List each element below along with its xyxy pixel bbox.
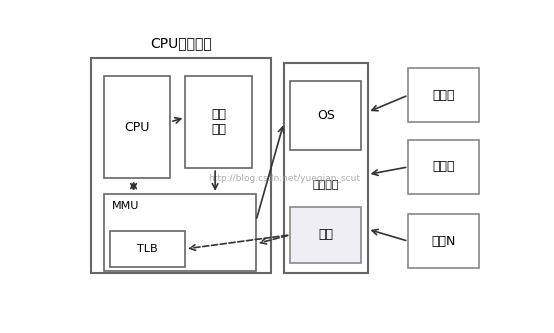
Text: 进程N: 进程N <box>432 235 456 248</box>
Text: 页表: 页表 <box>319 228 334 241</box>
Bar <box>110 231 185 267</box>
Text: http://blog.csdn.net/yuegian_scut: http://blog.csdn.net/yuegian_scut <box>208 174 360 183</box>
Bar <box>290 81 361 150</box>
Text: OS: OS <box>317 109 335 122</box>
Bar <box>104 194 256 271</box>
Text: 进程二: 进程二 <box>433 161 455 173</box>
Text: 中断
管理: 中断 管理 <box>211 108 226 136</box>
Bar <box>290 206 361 263</box>
Text: TLB: TLB <box>137 244 158 254</box>
Bar <box>408 68 479 122</box>
Text: CPU集成芯片: CPU集成芯片 <box>150 36 212 50</box>
Bar <box>408 140 479 194</box>
Text: 进程一: 进程一 <box>433 89 455 102</box>
Bar <box>91 58 271 273</box>
Bar <box>408 214 479 268</box>
Text: CPU: CPU <box>124 121 150 134</box>
Bar <box>104 76 170 178</box>
Bar <box>284 63 368 273</box>
Text: 物理内存: 物理内存 <box>312 180 339 190</box>
Bar <box>185 76 252 168</box>
Text: MMU: MMU <box>112 201 140 211</box>
